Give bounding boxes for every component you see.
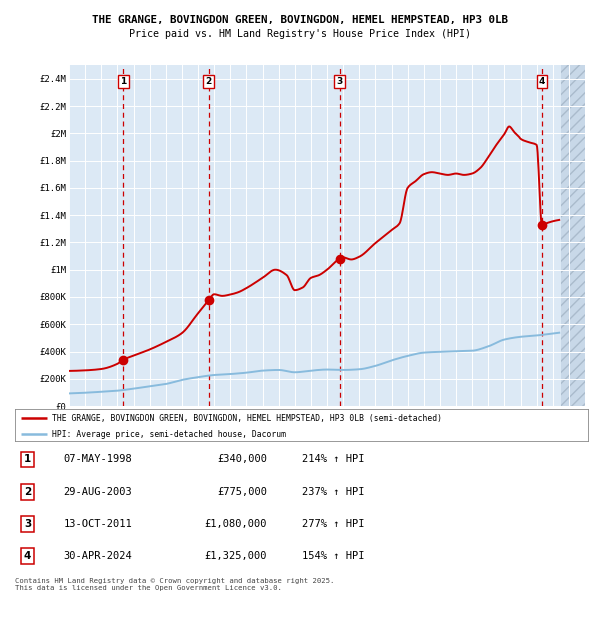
Text: Price paid vs. HM Land Registry's House Price Index (HPI): Price paid vs. HM Land Registry's House … <box>129 29 471 39</box>
Text: 07-MAY-1998: 07-MAY-1998 <box>64 454 133 464</box>
Text: 30-APR-2024: 30-APR-2024 <box>64 551 133 561</box>
Text: £1,080,000: £1,080,000 <box>205 519 267 529</box>
Text: 1: 1 <box>24 454 31 464</box>
Text: 3: 3 <box>337 77 343 86</box>
Text: 4: 4 <box>24 551 31 561</box>
Text: THE GRANGE, BOVINGDON GREEN, BOVINGDON, HEMEL HEMPSTEAD, HP3 0LB: THE GRANGE, BOVINGDON GREEN, BOVINGDON, … <box>92 16 508 25</box>
Text: 237% ↑ HPI: 237% ↑ HPI <box>302 487 364 497</box>
Text: HPI: Average price, semi-detached house, Dacorum: HPI: Average price, semi-detached house,… <box>52 430 286 440</box>
Text: 4: 4 <box>539 77 545 86</box>
Text: 277% ↑ HPI: 277% ↑ HPI <box>302 519 364 529</box>
Text: £340,000: £340,000 <box>217 454 267 464</box>
Text: 154% ↑ HPI: 154% ↑ HPI <box>302 551 364 561</box>
Text: 29-AUG-2003: 29-AUG-2003 <box>64 487 133 497</box>
Text: THE GRANGE, BOVINGDON GREEN, BOVINGDON, HEMEL HEMPSTEAD, HP3 0LB (semi-detached): THE GRANGE, BOVINGDON GREEN, BOVINGDON, … <box>52 414 442 423</box>
Text: 13-OCT-2011: 13-OCT-2011 <box>64 519 133 529</box>
Text: £775,000: £775,000 <box>217 487 267 497</box>
Text: 214% ↑ HPI: 214% ↑ HPI <box>302 454 364 464</box>
Text: 1: 1 <box>120 77 127 86</box>
Bar <box>561 65 585 406</box>
Text: Contains HM Land Registry data © Crown copyright and database right 2025.
This d: Contains HM Land Registry data © Crown c… <box>15 578 334 591</box>
Text: 2: 2 <box>24 487 31 497</box>
Text: £1,325,000: £1,325,000 <box>205 551 267 561</box>
Text: 3: 3 <box>24 519 31 529</box>
Text: 2: 2 <box>206 77 212 86</box>
